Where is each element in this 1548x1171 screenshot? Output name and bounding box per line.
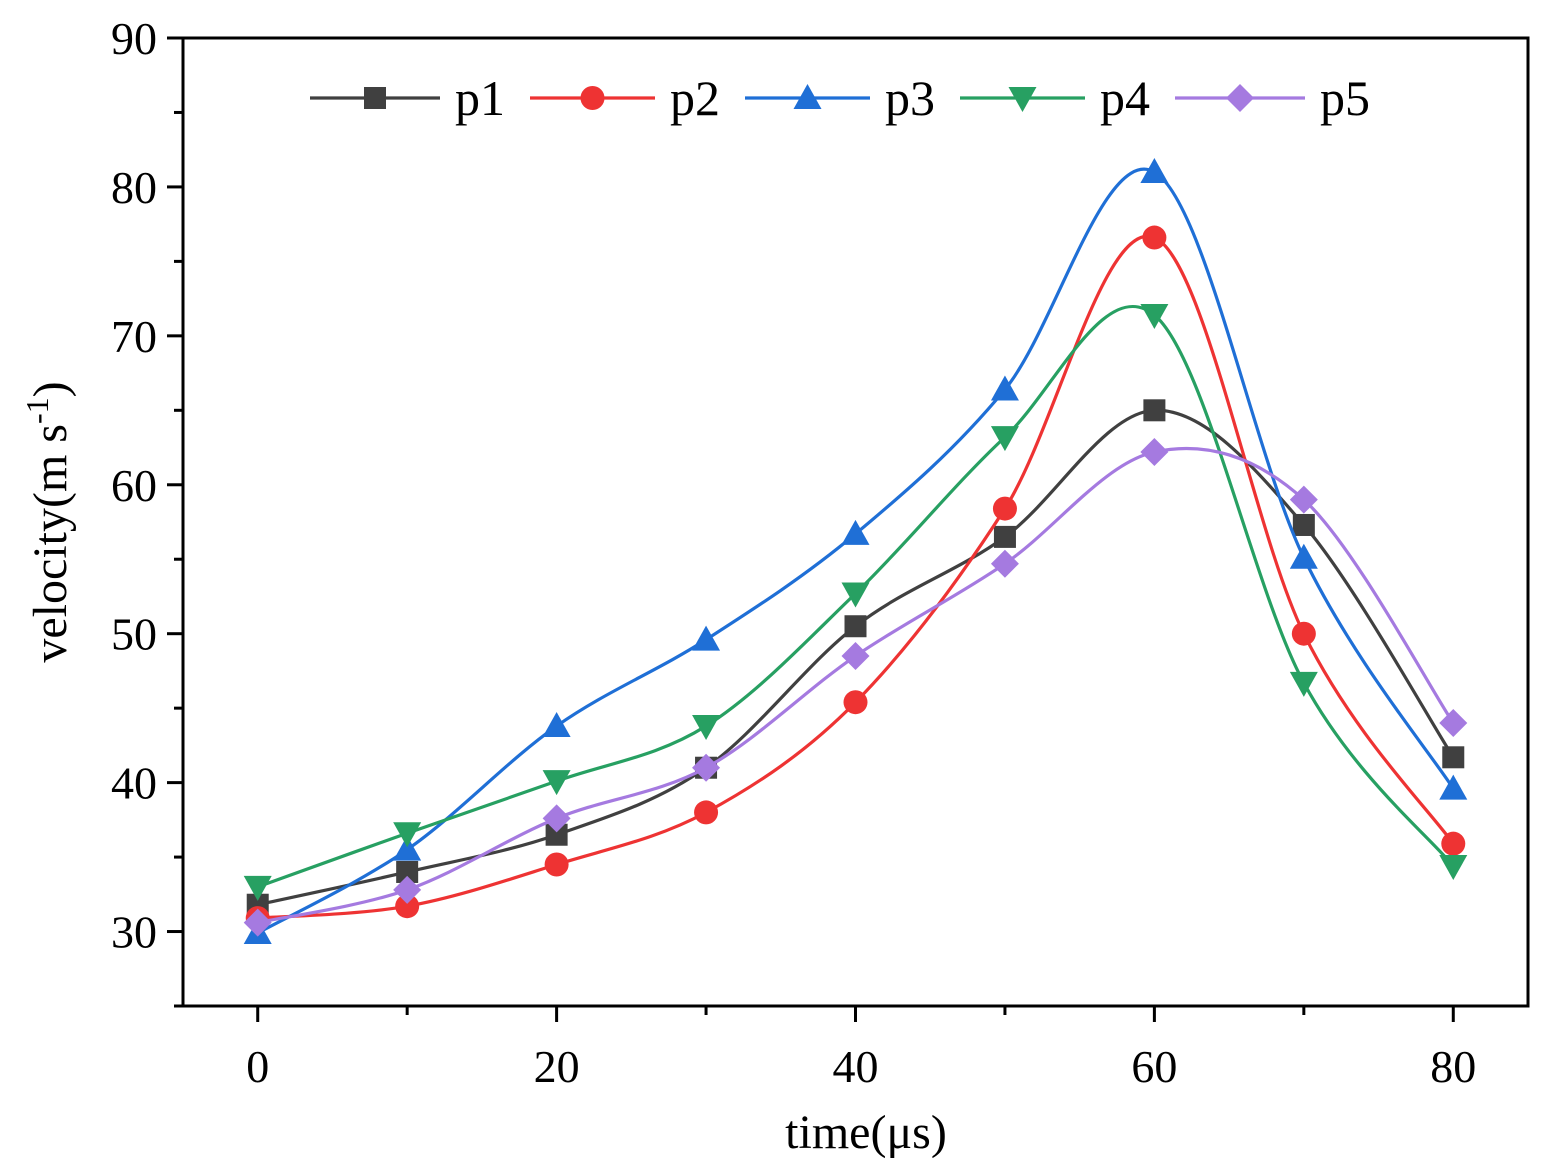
- legend-label-p2: p2: [670, 70, 720, 126]
- legend-marker-p1: [364, 87, 386, 109]
- axes: 0 20 40 60 80 30 40 50 60 70 80 90: [111, 13, 1476, 1092]
- data-point-p1: [844, 615, 867, 638]
- legend: p1 p2 p3 p4 p5: [310, 70, 1370, 126]
- legend-marker-p4: [1008, 87, 1037, 112]
- data-point-p3: [1289, 543, 1318, 569]
- x-tick-label: 0: [246, 1041, 269, 1092]
- data-point-p5: [1439, 709, 1468, 738]
- legend-item-p4: p4: [960, 70, 1150, 126]
- y-tick-label: 80: [111, 162, 157, 213]
- y-tick-label: 40: [111, 758, 157, 809]
- data-point-p2: [992, 496, 1017, 521]
- y-axis-title-group: velocity(m s-1): [19, 381, 77, 662]
- series-line-p5: [257, 446, 1455, 925]
- data-point-p5: [393, 875, 422, 904]
- x-tick-label: 60: [1131, 1041, 1177, 1092]
- y-axis-title-close: ): [24, 381, 77, 397]
- data-point-p4: [1289, 671, 1318, 697]
- data-point-p5: [542, 804, 571, 833]
- y-tick-label: 60: [111, 460, 157, 511]
- x-tick-label: 20: [534, 1041, 580, 1092]
- data-point-p3: [1439, 774, 1468, 800]
- y-tick-label: 90: [111, 13, 157, 64]
- data-point-p2: [1142, 225, 1167, 250]
- data-point-p2: [1291, 621, 1316, 646]
- series-p1: [246, 399, 1465, 916]
- series-line-p1: [257, 408, 1455, 907]
- legend-item-p1: p1: [310, 70, 505, 126]
- data-point-p2: [1441, 831, 1466, 856]
- y-axis-title-main: velocity(m s: [24, 424, 77, 663]
- data-point-p1: [993, 525, 1016, 548]
- data-point-p4: [393, 822, 422, 848]
- data-point-p3: [692, 625, 721, 651]
- legend-marker-p3: [793, 84, 822, 109]
- series-line-p4: [257, 305, 1455, 889]
- data-point-p5: [841, 642, 870, 671]
- data-point-p5: [990, 549, 1019, 578]
- legend-marker-p5: [1226, 84, 1254, 112]
- legend-label-p3: p3: [885, 70, 935, 126]
- y-tick-label: 70: [111, 311, 157, 362]
- legend-item-p2: p2: [530, 70, 720, 126]
- data-point-p5: [692, 753, 721, 782]
- series-p5: [243, 438, 1468, 937]
- data-point-p4: [990, 426, 1019, 452]
- data-point-p1: [545, 823, 568, 846]
- data-point-p4: [1140, 303, 1169, 329]
- y-axis-title-superscript: -1: [19, 397, 55, 424]
- y-tick-label: 30: [111, 907, 157, 958]
- legend-label-p5: p5: [1320, 70, 1370, 126]
- data-point-p5: [243, 908, 272, 937]
- series-p2: [245, 225, 1466, 931]
- data-point-p1: [1292, 513, 1315, 536]
- series-line-p3: [256, 167, 1455, 935]
- data-point-p2: [395, 894, 420, 919]
- data-point-p4: [1439, 855, 1468, 881]
- x-tick-label: 80: [1430, 1041, 1476, 1092]
- legend-marker-p2: [580, 86, 605, 110]
- data-point-p5: [1140, 438, 1169, 467]
- data-point-p2: [544, 852, 569, 877]
- data-point-p3: [393, 835, 422, 861]
- x-tick-label: 40: [833, 1041, 879, 1092]
- legend-label-p4: p4: [1100, 70, 1150, 126]
- data-point-p2: [694, 800, 719, 825]
- data-point-p1: [1442, 746, 1465, 769]
- series-line-p2: [257, 234, 1455, 920]
- data-point-p3: [841, 519, 870, 545]
- data-point-p3: [1140, 158, 1169, 184]
- x-axis-title: time(μs): [785, 1106, 947, 1159]
- data-point-p2: [843, 690, 868, 715]
- y-tick-label: 50: [111, 609, 157, 660]
- data-point-p4: [692, 715, 721, 741]
- data-point-p1: [396, 860, 419, 883]
- legend-label-p1: p1: [455, 70, 505, 126]
- data-point-p4: [542, 770, 571, 796]
- data-point-p4: [243, 875, 272, 901]
- legend-item-p5: p5: [1175, 70, 1370, 126]
- series-p4: [243, 303, 1468, 901]
- y-axis-title: velocity(m s-1): [19, 381, 77, 662]
- data-point-p4: [841, 582, 870, 608]
- data-point-p3: [542, 712, 571, 738]
- legend-item-p3: p3: [745, 70, 935, 126]
- data-point-p5: [1289, 485, 1318, 514]
- data-point-p1: [1143, 399, 1166, 422]
- series-p3: [243, 158, 1468, 945]
- series-layer: [243, 158, 1468, 945]
- data-point-p3: [990, 375, 1019, 401]
